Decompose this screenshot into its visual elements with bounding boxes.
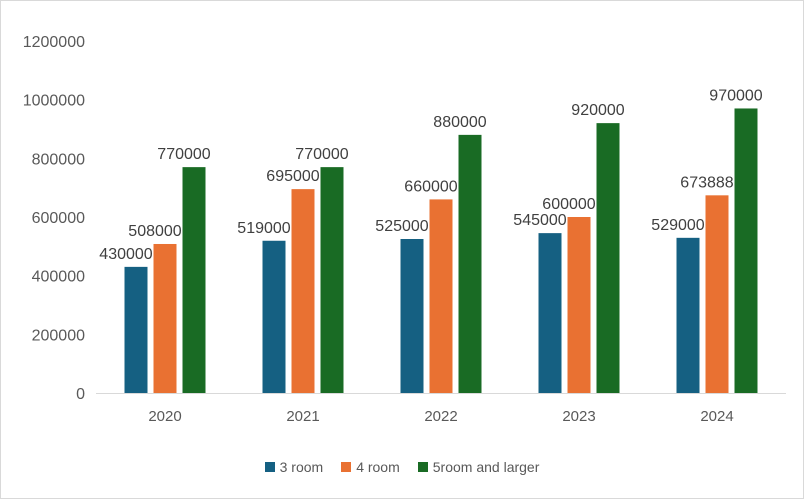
bar-4-room (429, 199, 453, 393)
bar-3-room (262, 240, 286, 393)
data-label: 673888 (680, 174, 733, 191)
data-label: 970000 (709, 87, 762, 104)
bar-5room-and-larger (596, 123, 620, 393)
bar-5room-and-larger (320, 167, 344, 393)
bar-3-room (124, 266, 148, 393)
legend-swatch (341, 462, 352, 472)
bar-4-room (291, 189, 315, 393)
y-tick-label: 1000000 (23, 93, 85, 110)
y-tick-label: 800000 (32, 151, 85, 168)
data-label: 920000 (571, 102, 624, 119)
legend-item: 3 room (264, 459, 324, 475)
y-tick-label: 1200000 (23, 34, 85, 51)
bar-3-room (676, 237, 700, 393)
bar-3-room (538, 233, 562, 393)
legend-label: 4 room (356, 459, 400, 475)
data-label: 508000 (128, 223, 181, 240)
legend-item: 5room and larger (417, 459, 540, 475)
x-tick-label: 2022 (424, 408, 457, 425)
data-label: 880000 (433, 114, 486, 131)
y-tick-label: 400000 (32, 269, 85, 286)
bar-5room-and-larger (182, 167, 206, 393)
data-label: 519000 (237, 220, 290, 237)
x-tick-label: 2024 (700, 408, 733, 425)
data-label: 660000 (404, 178, 457, 195)
bar-4-room (567, 217, 591, 393)
y-tick-label: 0 (76, 386, 85, 403)
data-label: 525000 (375, 218, 428, 235)
bar-4-room (705, 195, 729, 393)
x-tick-label: 2020 (148, 408, 181, 425)
data-label: 529000 (651, 217, 704, 234)
y-tick-label: 200000 (32, 327, 85, 344)
legend-label: 3 room (279, 459, 324, 475)
legend-item: 4 room (341, 459, 400, 475)
bar-5room-and-larger (734, 108, 758, 393)
bar-3-room (400, 239, 424, 393)
bar-5room-and-larger (458, 134, 482, 393)
legend-swatch (417, 462, 428, 472)
bar-4-room (153, 243, 177, 393)
data-label: 430000 (99, 246, 152, 263)
data-label: 770000 (295, 146, 348, 163)
legend-label: 5room and larger (432, 459, 540, 475)
x-tick-label: 2023 (562, 408, 595, 425)
data-label: 695000 (266, 168, 319, 185)
x-tick-label: 2021 (286, 408, 319, 425)
y-tick-label: 600000 (32, 210, 85, 227)
data-label: 770000 (157, 146, 210, 163)
data-label: 600000 (542, 196, 595, 213)
legend-swatch (264, 462, 275, 472)
legend: 3 room 4 room 5room and larger (1, 459, 803, 475)
data-label: 545000 (513, 212, 566, 229)
